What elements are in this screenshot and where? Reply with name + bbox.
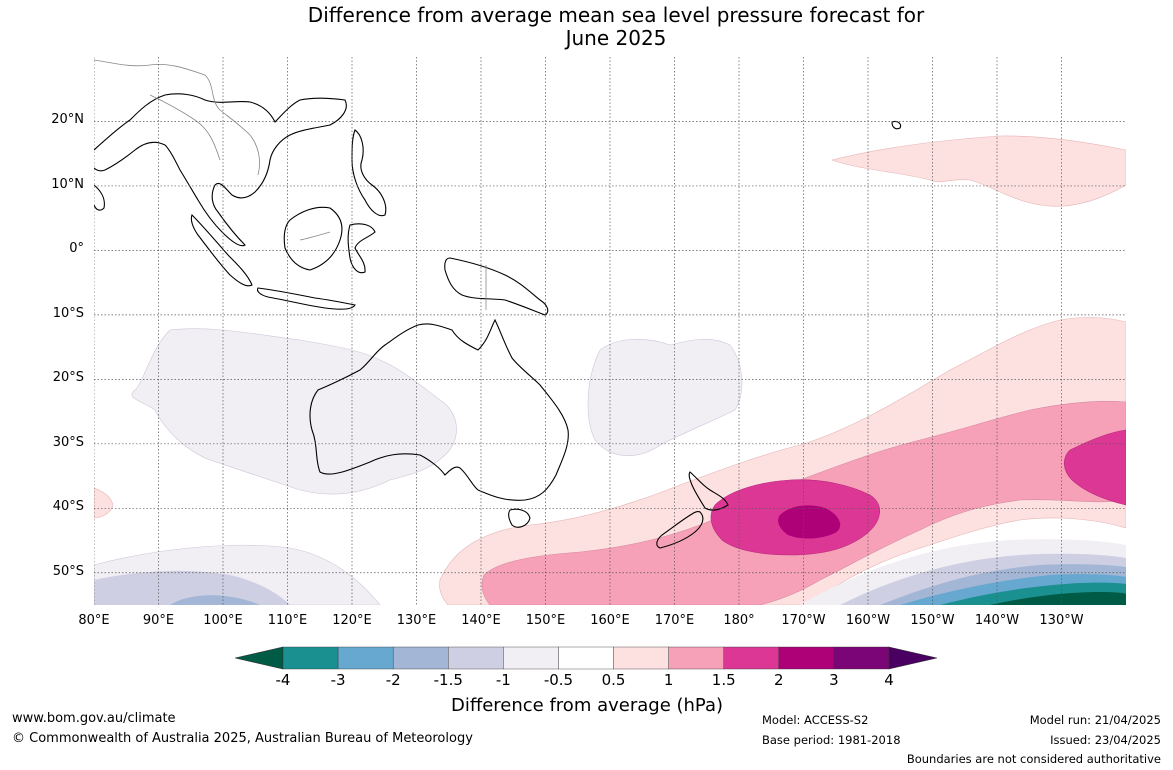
sulawesi-coastline bbox=[347, 223, 376, 274]
colorbar-boxes bbox=[234, 646, 938, 670]
longitude-label: 110°E bbox=[267, 613, 308, 628]
colorbar-swatch bbox=[337, 646, 394, 670]
base-period: Base period: 1981-2018 bbox=[762, 733, 901, 747]
model-name: Model: ACCESS-S2 bbox=[762, 713, 869, 727]
longitude-label: 80°E bbox=[78, 613, 110, 628]
latitude-label: 40°S bbox=[52, 499, 84, 515]
website-link[interactable]: www.bom.gov.au/climate bbox=[12, 711, 176, 726]
longitude-label: 160°W bbox=[845, 613, 891, 628]
issued-date: Issued: 23/04/2025 bbox=[1050, 733, 1161, 747]
border-line bbox=[149, 94, 221, 161]
new-zealand-south-island bbox=[656, 511, 704, 549]
new-guinea-coastline bbox=[444, 257, 549, 316]
colorbar-extend-high bbox=[888, 646, 938, 670]
model-run-date: Model run: 21/04/2025 bbox=[1029, 713, 1161, 727]
border-line bbox=[94, 59, 260, 176]
colorbar-swatch bbox=[392, 646, 449, 670]
sumatra-coastline bbox=[190, 214, 253, 287]
australia-coastline bbox=[309, 318, 569, 501]
longitude-label: 160°E bbox=[590, 613, 630, 628]
java-coastline bbox=[256, 287, 356, 310]
longitude-label: 170°E bbox=[654, 613, 695, 628]
longitude-label: 150°W bbox=[910, 613, 955, 628]
colorbar-swatch bbox=[558, 646, 614, 670]
title-line-2: June 2025 bbox=[565, 26, 667, 50]
anomaly-region-negative-west bbox=[131, 328, 457, 495]
latitude-label: 10°S bbox=[52, 305, 84, 321]
latitude-label: 50°S bbox=[52, 563, 84, 579]
colorbar-tick-label: -2 bbox=[385, 671, 401, 689]
copyright-text: © Commonwealth of Australia 2025, Austra… bbox=[12, 731, 473, 746]
colorbar-swatch bbox=[448, 646, 504, 670]
longitude-label: 130°E bbox=[396, 613, 437, 628]
colorbar-swatch bbox=[503, 646, 559, 670]
colorbar-tick-label: -1.5 bbox=[433, 671, 463, 689]
anomaly-region-positive-northeast bbox=[830, 135, 1126, 207]
longitude-label: 100°E bbox=[203, 613, 243, 628]
longitude-label: 90°E bbox=[142, 613, 175, 628]
longitude-label: 170°W bbox=[781, 613, 826, 628]
colorbar-tick-label: 4 bbox=[884, 671, 894, 689]
anomaly-shading bbox=[94, 135, 1126, 605]
new-zealand-north-island bbox=[688, 471, 729, 511]
colorbar-swatch bbox=[833, 646, 890, 670]
colorbar-extend-low bbox=[234, 646, 284, 670]
colorbar-swatch bbox=[778, 646, 835, 670]
longitude-label: 180° bbox=[723, 613, 755, 628]
boundary-disclaimer: Boundaries are not considered authoritat… bbox=[906, 752, 1161, 766]
pressure-anomaly-map bbox=[94, 57, 1126, 605]
mainland-asia-coastline bbox=[94, 93, 347, 247]
colorbar-swatch bbox=[613, 646, 669, 670]
colorbar-tick-label: -1 bbox=[495, 671, 511, 689]
colorbar-label: Difference from average (hPa) bbox=[450, 695, 724, 716]
longitude-label: 140°E bbox=[461, 613, 501, 628]
anomaly-region-negative-southwest-3 bbox=[170, 595, 260, 605]
sri-lanka-coastline bbox=[94, 184, 105, 211]
colorbar-tick-label: -3 bbox=[330, 671, 346, 689]
latitude-label: 20°N bbox=[51, 112, 84, 128]
colorbar-tick-label: 1 bbox=[663, 671, 674, 689]
political-borders bbox=[94, 59, 487, 310]
borneo-coastline bbox=[283, 206, 343, 271]
longitude-label: 140°W bbox=[974, 613, 1020, 628]
title-line-1: Difference from average mean sea level p… bbox=[307, 3, 925, 27]
colorbar-swatch bbox=[668, 646, 724, 670]
anomaly-region-negative-central bbox=[587, 338, 743, 456]
latitude-label: 30°S bbox=[52, 434, 84, 450]
chart-title: Difference from average mean sea level p… bbox=[0, 4, 1173, 50]
anomaly-region-negative-southeast-4 bbox=[990, 592, 1126, 605]
latitude-label: 10°N bbox=[51, 176, 84, 192]
longitude-label: 120°E bbox=[332, 613, 372, 628]
anomaly-region-positive-band-2 bbox=[778, 505, 841, 539]
colorbar-tick-label: 3 bbox=[829, 671, 839, 689]
colorbar-swatch bbox=[282, 646, 339, 670]
colorbar-tick-label: 0.5 bbox=[601, 671, 626, 689]
colorbar-tick-label: -0.5 bbox=[543, 671, 574, 689]
anomaly-region-negative-southwest-2 bbox=[94, 570, 290, 605]
graticule bbox=[94, 57, 1126, 605]
colorbar-tick-label: 2 bbox=[774, 671, 784, 689]
tasmania-coastline bbox=[508, 508, 531, 528]
colorbar-tick-label: 1.5 bbox=[711, 671, 736, 689]
longitude-label: 130°W bbox=[1039, 613, 1084, 628]
latitude-label: 0° bbox=[69, 241, 84, 257]
longitude-label: 150°E bbox=[525, 613, 566, 628]
colorbar-swatch bbox=[723, 646, 780, 670]
colorbar-tick-label: -4 bbox=[275, 671, 291, 689]
anomaly-region-positive-band-0p5 bbox=[439, 317, 1126, 605]
border-line bbox=[299, 231, 331, 241]
latitude-label: 20°S bbox=[52, 370, 84, 386]
anomaly-region-positive-band-1p5-east bbox=[1063, 429, 1126, 506]
